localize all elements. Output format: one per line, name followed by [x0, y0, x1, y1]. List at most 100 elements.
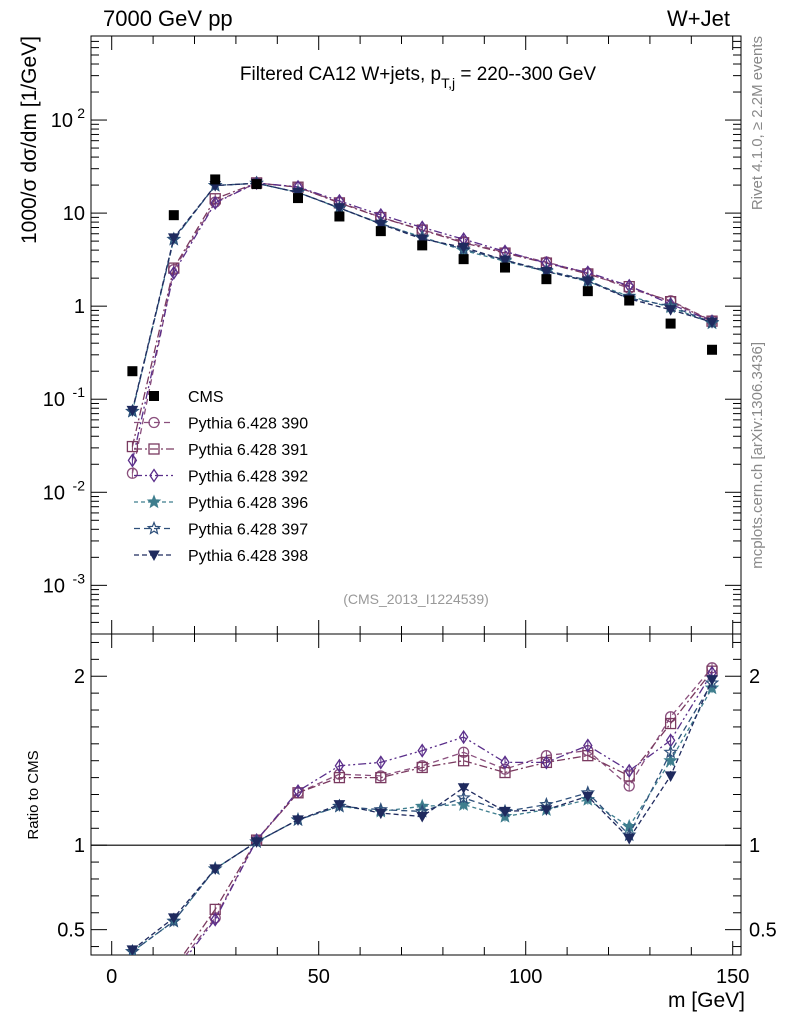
ratio-point — [663, 753, 678, 767]
cms-data-point — [210, 174, 221, 185]
ratio-point — [209, 864, 222, 875]
legend-marker — [149, 468, 159, 483]
y-tick-label: 10 — [51, 110, 73, 132]
legend-label: Pythia 6.428 397 — [188, 522, 308, 539]
main-plot-series — [125, 174, 720, 479]
ratio-point — [126, 945, 139, 955]
mc-point — [664, 305, 677, 316]
ratio-plot-series — [125, 662, 720, 1006]
legend-label-cms: CMS — [188, 389, 224, 406]
cms-data-point — [334, 211, 345, 222]
ratio-point — [540, 805, 553, 816]
ratio-point — [458, 729, 469, 745]
ratio-point — [292, 815, 304, 826]
cms-data-point — [127, 366, 138, 377]
ratio-point — [623, 833, 636, 845]
ratio-point — [210, 912, 220, 927]
mc-point — [126, 405, 139, 417]
mc-point — [416, 234, 429, 246]
y-tick-label: 10 — [43, 389, 65, 411]
mc-point — [292, 187, 304, 199]
mc-point — [210, 195, 220, 211]
ratio-point — [663, 744, 678, 759]
mcplots-label: mcplots.cern.ch [arXiv:1306.3436] — [749, 342, 766, 569]
ratio-point — [417, 743, 427, 758]
ratio-line-2 — [182, 670, 713, 955]
ratio-point — [169, 964, 179, 974]
legend-marker — [148, 443, 160, 455]
ratio-point — [127, 996, 137, 1006]
ratio-point — [416, 811, 429, 823]
ratio-point — [127, 983, 137, 993]
legend-marker — [148, 550, 160, 562]
cms-data-point — [375, 226, 386, 237]
cms-data-point — [417, 240, 428, 251]
ratio-tick-label-right: 0.5 — [749, 920, 777, 942]
mc-line-4 — [131, 182, 713, 412]
main-plot-frame — [90, 35, 742, 635]
legend-marker-cms — [149, 391, 159, 401]
ratio-point — [581, 791, 594, 803]
cms-data-point — [458, 254, 469, 265]
ratio-point — [541, 755, 552, 770]
ratio-tick-label: 0.5 — [57, 920, 85, 942]
y-tick-label: 10 — [43, 575, 65, 597]
legend-label: Pythia 6.428 396 — [188, 495, 308, 512]
legend-marker — [146, 520, 162, 535]
legend-marker — [148, 416, 160, 429]
ratio-y-axis-label: Ratio to CMS — [25, 750, 42, 839]
y-tick-exponent: 2 — [77, 105, 85, 121]
mc-point — [581, 276, 594, 287]
ratio-point — [250, 837, 263, 848]
ratio-point — [169, 965, 179, 975]
mc-point — [127, 453, 138, 468]
ratio-point — [374, 808, 387, 820]
ratio-point — [583, 738, 593, 753]
title-subscript: T,j — [441, 75, 455, 91]
ratio-point — [500, 755, 510, 770]
x-tick-label: 0 — [106, 966, 117, 988]
mc-point — [167, 233, 180, 244]
cms-data-point — [168, 210, 179, 221]
legend: CMS Pythia 6.428 390 Pythia 6.428 391 Pythi… — [134, 389, 308, 565]
y-tick-exponent: -2 — [73, 477, 86, 493]
y-tick-exponent: -3 — [73, 570, 86, 586]
ratio-tick-label: 1 — [74, 835, 85, 857]
cms-data-point — [541, 274, 552, 285]
cms-data-point — [707, 344, 718, 355]
x-tick-label: 150 — [716, 966, 749, 988]
ratio-point — [457, 755, 470, 767]
ratio-point — [706, 675, 718, 686]
cms-data-point — [251, 179, 262, 190]
mc-point — [706, 317, 718, 329]
ratio-tick-label: 2 — [74, 666, 85, 688]
plot-title: Filtered CA12 W+jets, pT,j = 220--300 Ge… — [240, 64, 597, 91]
legend-marker — [146, 494, 162, 509]
y-axis-label: 1000/σ dσ/dm [1/GeV] — [18, 36, 41, 244]
beam-label: 7000 GeV pp — [103, 6, 233, 31]
cms-data-point — [500, 262, 511, 273]
cms-data-point — [293, 193, 304, 204]
rivet-version-label: Rivet 4.1.0, ≥ 2.2M events — [749, 36, 766, 210]
analysis-id-label: (CMS_2013_I1224539) — [343, 591, 489, 607]
cms-data-point — [665, 318, 676, 329]
x-tick-label: 50 — [308, 966, 330, 988]
ratio-point — [624, 763, 634, 779]
mc-point — [457, 242, 470, 254]
mc-point — [374, 219, 387, 231]
x-tick-label: 100 — [509, 966, 542, 988]
ratio-point — [334, 758, 345, 773]
ratio-point — [167, 913, 180, 924]
ratio-tick-label-right: 1 — [749, 835, 760, 857]
y-tick-exponent: -1 — [73, 384, 86, 400]
ratio-point — [333, 800, 346, 811]
mc-point — [499, 255, 511, 267]
ratio-point — [664, 717, 677, 730]
mc-point — [333, 203, 346, 214]
title-main: Filtered CA12 W+jets, p — [240, 64, 441, 85]
ratio-point — [416, 761, 428, 774]
y-tick-label: 1 — [74, 296, 85, 318]
ratio-point — [128, 990, 136, 1002]
ratio-point — [499, 806, 511, 818]
